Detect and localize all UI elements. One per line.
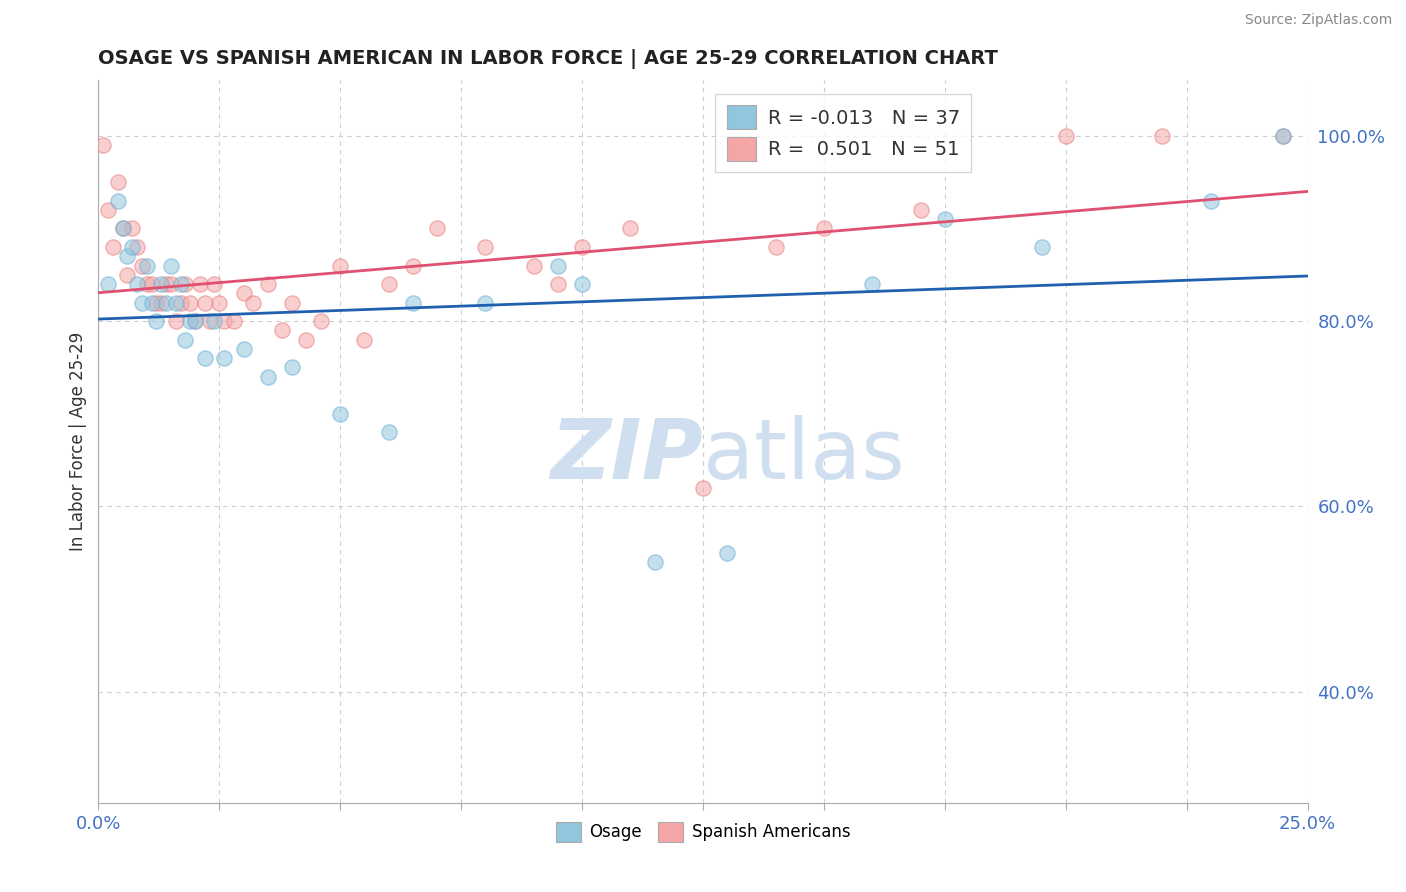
- Y-axis label: In Labor Force | Age 25-29: In Labor Force | Age 25-29: [69, 332, 87, 551]
- Point: [256, 277, 278, 291]
- Point: [194, 351, 217, 366]
- Point: [1272, 128, 1295, 143]
- Point: [1152, 128, 1174, 143]
- Point: [141, 295, 163, 310]
- Point: [150, 295, 173, 310]
- Point: [101, 240, 124, 254]
- Point: [242, 295, 264, 310]
- Point: [309, 314, 332, 328]
- Point: [860, 277, 883, 291]
- Point: [184, 314, 207, 328]
- Point: [150, 277, 173, 291]
- Point: [204, 277, 226, 291]
- Point: [184, 314, 207, 328]
- Point: [165, 295, 187, 310]
- Point: [121, 240, 143, 254]
- Point: [179, 295, 201, 310]
- Text: atlas: atlas: [703, 416, 904, 497]
- Point: [117, 268, 139, 282]
- Point: [127, 240, 149, 254]
- Point: [204, 314, 226, 328]
- Point: [131, 259, 153, 273]
- Point: [232, 286, 254, 301]
- Point: [571, 277, 593, 291]
- Point: [111, 221, 134, 235]
- Point: [295, 333, 318, 347]
- Point: [135, 259, 157, 273]
- Point: [179, 314, 201, 328]
- Text: ZIP: ZIP: [550, 416, 703, 497]
- Point: [281, 360, 304, 375]
- Point: [1199, 194, 1222, 208]
- Point: [426, 221, 449, 235]
- Point: [232, 342, 254, 356]
- Point: [212, 314, 235, 328]
- Point: [131, 295, 153, 310]
- Point: [165, 314, 187, 328]
- Point: [377, 425, 399, 440]
- Point: [188, 277, 211, 291]
- Point: [523, 259, 546, 273]
- Point: [121, 221, 143, 235]
- Point: [107, 194, 129, 208]
- Point: [212, 351, 235, 366]
- Point: [353, 333, 375, 347]
- Point: [141, 277, 163, 291]
- Point: [135, 277, 157, 291]
- Point: [329, 259, 352, 273]
- Point: [117, 249, 139, 263]
- Text: Source: ZipAtlas.com: Source: ZipAtlas.com: [1244, 13, 1392, 28]
- Point: [910, 202, 932, 217]
- Legend: Osage, Spanish Americans: Osage, Spanish Americans: [548, 815, 858, 848]
- Point: [329, 407, 352, 421]
- Point: [97, 202, 120, 217]
- Point: [97, 277, 120, 291]
- Point: [1054, 128, 1077, 143]
- Point: [692, 481, 714, 495]
- Point: [281, 295, 304, 310]
- Point: [208, 295, 231, 310]
- Point: [547, 259, 569, 273]
- Point: [571, 240, 593, 254]
- Point: [813, 221, 835, 235]
- Point: [174, 277, 197, 291]
- Point: [1031, 240, 1053, 254]
- Point: [169, 277, 191, 291]
- Point: [91, 138, 114, 153]
- Point: [174, 333, 197, 347]
- Text: OSAGE VS SPANISH AMERICAN IN LABOR FORCE | AGE 25-29 CORRELATION CHART: OSAGE VS SPANISH AMERICAN IN LABOR FORCE…: [98, 48, 998, 69]
- Point: [111, 221, 134, 235]
- Point: [145, 295, 167, 310]
- Point: [474, 240, 496, 254]
- Point: [127, 277, 149, 291]
- Point: [402, 295, 425, 310]
- Point: [474, 295, 496, 310]
- Point: [377, 277, 399, 291]
- Point: [169, 295, 191, 310]
- Point: [160, 259, 183, 273]
- Point: [155, 277, 177, 291]
- Point: [644, 555, 666, 569]
- Point: [402, 259, 425, 273]
- Point: [1272, 128, 1295, 143]
- Point: [716, 546, 738, 560]
- Point: [271, 323, 294, 337]
- Point: [222, 314, 245, 328]
- Point: [198, 314, 221, 328]
- Point: [145, 314, 167, 328]
- Point: [107, 175, 129, 189]
- Point: [765, 240, 787, 254]
- Point: [934, 212, 956, 227]
- Point: [619, 221, 641, 235]
- Point: [155, 295, 177, 310]
- Point: [160, 277, 183, 291]
- Point: [194, 295, 217, 310]
- Point: [256, 369, 278, 384]
- Point: [547, 277, 569, 291]
